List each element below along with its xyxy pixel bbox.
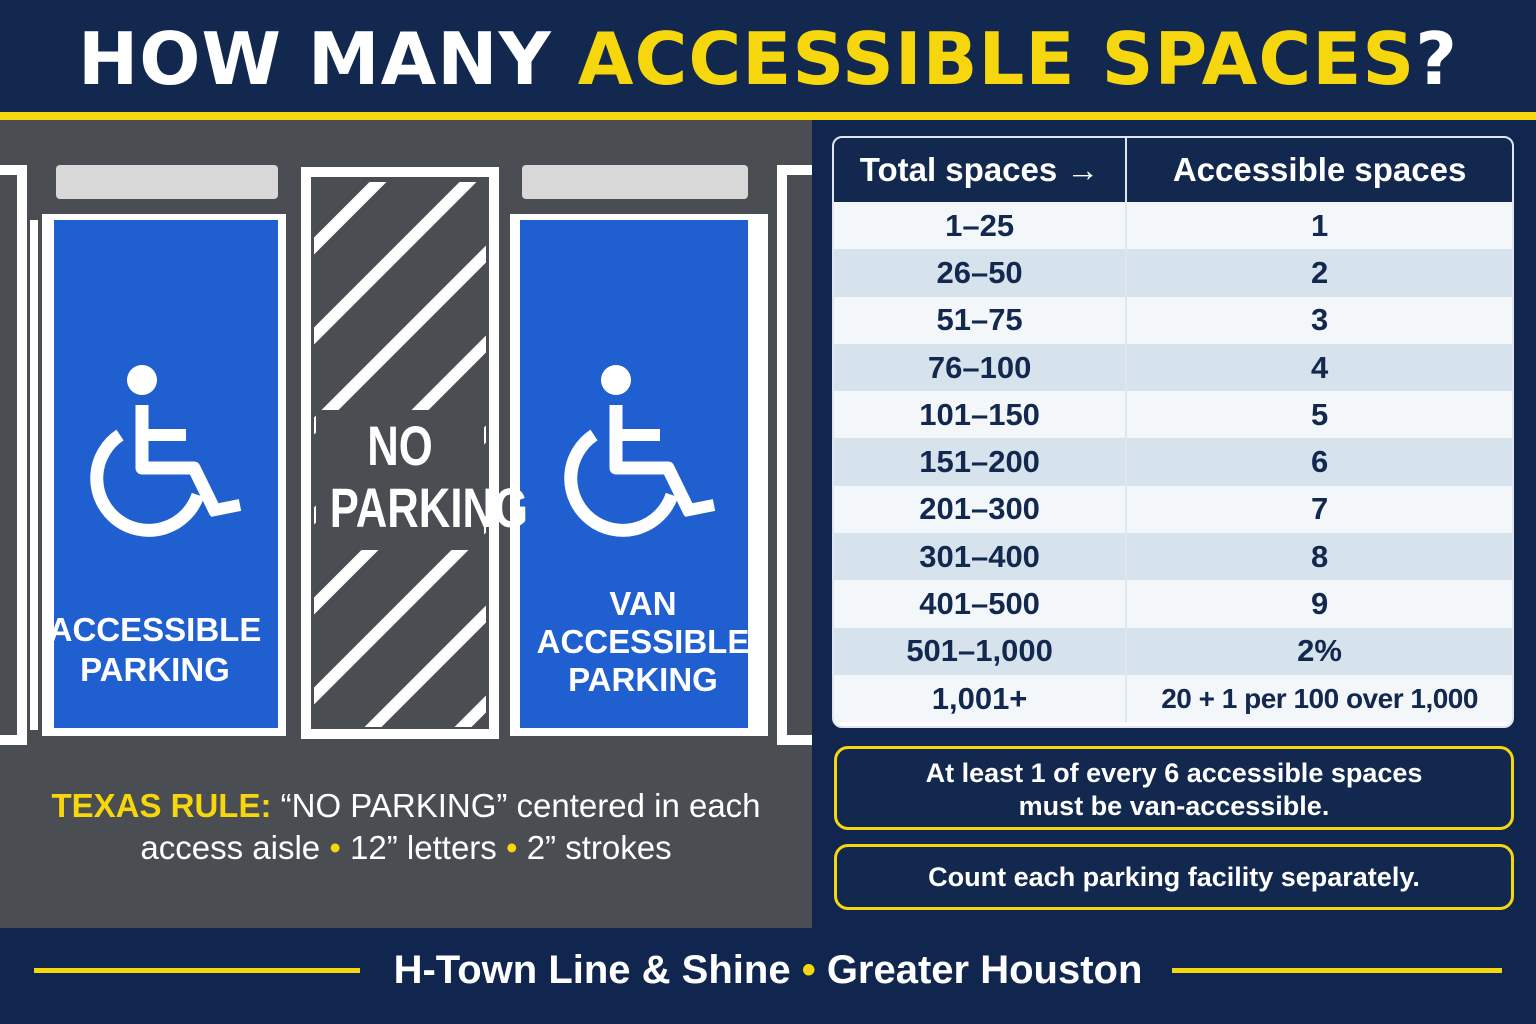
van-accessible-note: At least 1 of every 6 accessible spaces … [834, 746, 1514, 830]
right-edge-line [777, 165, 812, 745]
van-label-line1: VAN [609, 585, 677, 622]
footer-rule-left [34, 968, 360, 973]
total-cell: 51–75 [834, 296, 1127, 344]
accessible-cell: 5 [1125, 391, 1512, 439]
accessible-cell: 9 [1125, 580, 1512, 628]
header-rule [0, 112, 1536, 120]
accessible-cell: 3 [1125, 296, 1512, 344]
table-row: 201–300 7 [834, 485, 1512, 534]
footer-region: Greater Houston [815, 948, 1143, 992]
texas-rule-line1: TEXAS RULE: “NO PARKING” centered in eac… [0, 785, 812, 827]
requirements-table: Total spaces → Accessible spaces 1–25 1 2… [834, 138, 1512, 723]
total-cell: 101–150 [834, 391, 1127, 439]
total-cell: 1,001+ [834, 674, 1127, 723]
title-accent: ACCESSIBLE SPACES [577, 17, 1416, 101]
table-row: 501–1,000 2% [834, 627, 1512, 675]
accessible-label-line2: PARKING [80, 651, 230, 688]
total-cell: 151–200 [834, 438, 1127, 486]
van-accessible-label: VAN ACCESSIBLE PARKING [518, 585, 768, 699]
bullet-icon: • [801, 948, 816, 992]
table-row: 401–500 9 [834, 580, 1512, 628]
total-cell: 401–500 [834, 580, 1127, 628]
table-row: 101–150 5 [834, 391, 1512, 439]
texas-rule-label: TEXAS RULE: [51, 787, 272, 824]
accessible-cell: 8 [1125, 533, 1512, 581]
page-title: HOW MANY ACCESSIBLE SPACES? [0, 0, 1536, 104]
total-cell: 501–1,000 [834, 627, 1127, 675]
van-label-line2: ACCESSIBLE [536, 623, 750, 660]
table-row: 1,001+ 20 + 1 per 100 over 1,000 [834, 674, 1512, 723]
table-row: 76–100 4 [834, 343, 1512, 392]
accessible-cell: 6 [1125, 438, 1512, 486]
accessible-spaces-table: Total spaces → Accessible spaces 1–25 1 2… [832, 136, 1514, 728]
column-header-accessible: Accessible spaces [1125, 138, 1512, 202]
accessible-cell: 20 + 1 per 100 over 1,000 [1125, 674, 1512, 723]
wheel-stop-right [522, 165, 748, 199]
footer [0, 928, 1536, 1024]
no-parking-label: NO PARKING [329, 414, 528, 539]
accessible-cell: 2 [1125, 249, 1512, 297]
title-question-mark: ? [1415, 17, 1459, 101]
table-row: 301–400 8 [834, 533, 1512, 581]
texas-rule-text1: “NO PARKING” centered in each [271, 787, 761, 824]
total-cell: 201–300 [834, 485, 1127, 534]
accessible-label-line1: ACCESSIBLE [48, 611, 262, 648]
total-cell: 26–50 [834, 249, 1127, 297]
parking-lot-illustration: ACCESSIBLE PARKING NO PARKING VAN ACCESS… [0, 120, 812, 928]
table-row: 1–25 1 [834, 202, 1512, 250]
texas-rule-text2b: 12” letters [340, 829, 506, 866]
accessible-cell: 1 [1125, 202, 1512, 250]
table-row: 26–50 2 [834, 249, 1512, 297]
title-plain: HOW MANY [77, 17, 578, 101]
van-note-line1: At least 1 of every 6 accessible spaces [925, 758, 1423, 788]
total-cell: 76–100 [834, 343, 1127, 392]
wheel-stop-left [56, 165, 278, 199]
wheelchair-icon [90, 365, 242, 537]
texas-rule-text: TEXAS RULE: “NO PARKING” centered in eac… [0, 785, 812, 869]
accessible-cell: 2% [1125, 627, 1512, 675]
van-note-line2: must be van-accessible. [1018, 791, 1330, 821]
access-aisle-border [301, 167, 499, 739]
accessible-parking-label: ACCESSIBLE PARKING [30, 610, 280, 690]
no-parking-line2: PARKING [329, 476, 528, 539]
left-edge-line [0, 165, 27, 745]
header: HOW MANY ACCESSIBLE SPACES? [0, 0, 1536, 112]
total-cell: 1–25 [834, 202, 1127, 250]
van-label-line3: PARKING [568, 661, 718, 698]
footer-brand: H-Town Line & Shine • Greater Houston [0, 942, 1536, 998]
accessible-cell: 7 [1125, 485, 1512, 534]
texas-rule-text2a: access aisle [140, 829, 330, 866]
accessible-cell: 4 [1125, 343, 1512, 392]
stall-line-left [30, 220, 38, 730]
texas-rule-line2: access aisle • 12” letters • 2” strokes [0, 827, 812, 869]
parking-lot-graphic [0, 120, 812, 928]
bullet-icon: • [505, 829, 518, 866]
footer-brand-name: H-Town Line & Shine [393, 948, 802, 992]
no-parking-line1: NO [367, 414, 433, 477]
total-cell: 301–400 [834, 533, 1127, 581]
table-row: 51–75 3 [834, 296, 1512, 344]
footer-rule-right [1172, 968, 1502, 973]
texas-rule-text2c: 2” strokes [517, 829, 672, 866]
table-row: 151–200 6 [834, 438, 1512, 486]
column-header-total: Total spaces → [834, 138, 1127, 202]
table-header-row: Total spaces → Accessible spaces [834, 138, 1512, 202]
no-parking-backdrop [316, 410, 484, 550]
facility-note: Count each parking facility separately. [834, 844, 1514, 910]
bullet-icon: • [329, 829, 341, 866]
wheelchair-icon-van [564, 365, 716, 537]
